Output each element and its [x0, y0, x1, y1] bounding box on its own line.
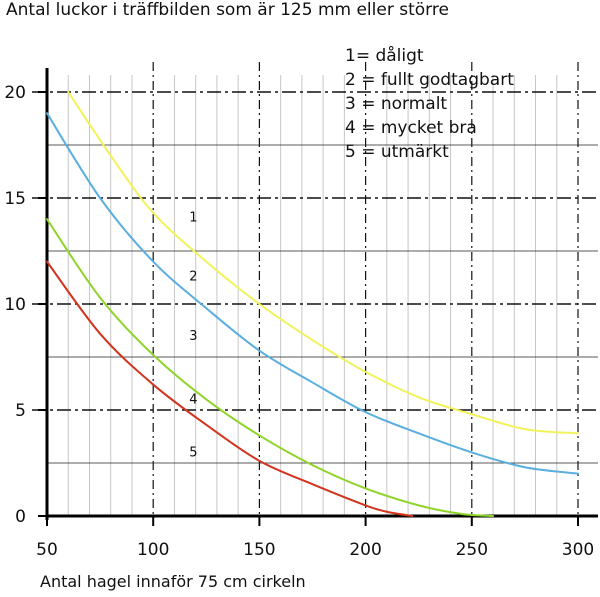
legend: 1= dåligt 2 = fullt godtagbart 3 = norma…	[345, 44, 514, 164]
x-axis-label: Antal hagel innaför 75 cm cirkeln	[40, 572, 306, 591]
x-tick-label: 50	[36, 540, 58, 560]
series-line-4	[46, 260, 414, 517]
series-line-1	[67, 91, 579, 435]
y-tick-label: 10	[4, 295, 26, 315]
series-line-3	[46, 218, 495, 517]
y-tick-label: 5	[15, 401, 26, 421]
x-tick-label: 200	[349, 540, 381, 560]
series-line-2	[46, 112, 579, 475]
legend-entry-3: 3 = normalt	[345, 94, 448, 114]
curve-labels: 1 2 3 4 5	[189, 210, 197, 460]
x-tick-label: 300	[562, 540, 594, 560]
axes-layer	[38, 68, 598, 526]
legend-entry-2: 2 = fullt godtagbart	[345, 70, 514, 90]
curve-label-3: 3	[189, 329, 197, 344]
legend-entry-1: 1= dåligt	[345, 46, 424, 66]
chart-title: Antal luckor i träffbilden som är 125 mm…	[6, 0, 449, 20]
x-tick-label: 150	[243, 540, 275, 560]
y-tick-label: 15	[4, 189, 26, 209]
grid-layer	[32, 62, 598, 516]
curve-label-2: 2	[189, 270, 197, 285]
y-tick-label: 20	[4, 83, 26, 103]
x-tick-label: 100	[137, 540, 169, 560]
curve-label-4: 4	[189, 393, 197, 408]
curve-label-1: 1	[189, 210, 197, 225]
legend-entry-5: 5 = utmärkt	[345, 142, 449, 162]
curve-label-5: 5	[189, 446, 197, 461]
legend-entry-4: 4 = mycket bra	[345, 118, 477, 138]
y-tick-label: 0	[15, 507, 26, 527]
x-tick-label: 250	[456, 540, 488, 560]
series-layer	[46, 91, 579, 517]
